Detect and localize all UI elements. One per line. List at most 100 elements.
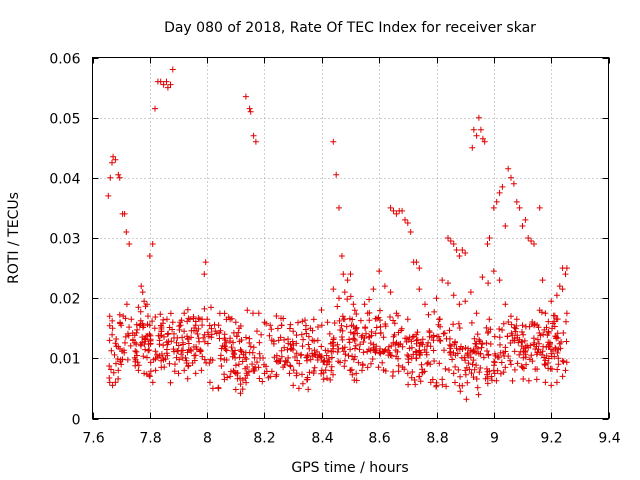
- data-point: [371, 347, 378, 354]
- data-point: [271, 354, 278, 361]
- data-point: [261, 361, 267, 368]
- data-point: [337, 359, 344, 366]
- x-tick-label: 9: [490, 431, 499, 447]
- data-point: [497, 341, 503, 348]
- data-point: [299, 343, 306, 350]
- data-point: [305, 386, 312, 393]
- data-point: [465, 352, 471, 359]
- data-point: [467, 289, 474, 296]
- data-point: [515, 339, 522, 346]
- data-point: [232, 319, 239, 326]
- data-point: [434, 333, 440, 340]
- data-point: [287, 345, 294, 352]
- data-point: [133, 348, 140, 355]
- data-point: [346, 339, 353, 346]
- data-point: [161, 364, 168, 371]
- data-point: [477, 350, 484, 357]
- data-point: [352, 353, 358, 360]
- data-point: [416, 373, 423, 380]
- data-point: [469, 144, 476, 151]
- data-point: [254, 359, 260, 366]
- data-point: [484, 241, 491, 247]
- data-point: [563, 265, 570, 272]
- data-point: [500, 349, 507, 356]
- data-point: [528, 238, 535, 244]
- data-point: [346, 315, 353, 322]
- data-point: [362, 325, 369, 332]
- data-point: [469, 348, 476, 355]
- data-point: [521, 337, 528, 344]
- data-point: [519, 364, 526, 371]
- data-point: [450, 292, 457, 299]
- data-point: [391, 320, 398, 327]
- data-point: [244, 307, 251, 314]
- data-point: [405, 353, 412, 360]
- data-point: [441, 347, 447, 354]
- data-point: [363, 330, 369, 337]
- data-point: [309, 327, 316, 334]
- data-point: [399, 343, 406, 350]
- data-point: [553, 379, 560, 386]
- data-point: [529, 358, 536, 365]
- data-point: [381, 283, 388, 290]
- data-point: [488, 373, 495, 380]
- data-point: [483, 365, 490, 372]
- data-point: [541, 326, 548, 333]
- data-point: [120, 313, 127, 320]
- data-point: [505, 319, 512, 325]
- data-point: [217, 355, 224, 362]
- data-point: [125, 332, 132, 339]
- data-point: [511, 366, 518, 373]
- data-point: [470, 126, 477, 133]
- data-point: [109, 382, 116, 389]
- data-point: [452, 363, 459, 370]
- data-point: [436, 360, 443, 367]
- data-point: [164, 341, 171, 348]
- data-point: [123, 229, 130, 235]
- data-point: [298, 331, 305, 338]
- data-point: [462, 250, 469, 256]
- data-point: [335, 345, 342, 352]
- data-point: [404, 352, 411, 358]
- data-point: [554, 330, 561, 337]
- data-point: [179, 355, 186, 361]
- data-point: [243, 334, 249, 341]
- data-point: [237, 381, 244, 388]
- data-point: [347, 329, 354, 336]
- data-point: [106, 363, 113, 369]
- data-point: [185, 336, 191, 343]
- data-point: [536, 330, 543, 336]
- data-point: [110, 369, 117, 376]
- data-point: [470, 357, 477, 364]
- data-point: [295, 385, 302, 392]
- data-point: [352, 342, 359, 349]
- data-point: [418, 340, 424, 347]
- data-point: [293, 350, 300, 357]
- data-point: [473, 376, 480, 382]
- data-point: [307, 356, 314, 363]
- data-point: [418, 361, 425, 368]
- data-point: [419, 336, 426, 343]
- data-point: [144, 321, 151, 328]
- data-point: [500, 369, 507, 376]
- data-point: [163, 78, 170, 85]
- data-point: [208, 334, 215, 341]
- ticks: 7.6 7.8 8 8.2 8.4 8.6 8.8 9 9.2 9.4 0 0.01 0.02 0.03 0…: [49, 52, 620, 447]
- data-point: [305, 341, 312, 348]
- data-point: [255, 364, 262, 371]
- data-point: [112, 156, 119, 163]
- data-point: [379, 348, 386, 355]
- data-point: [273, 313, 280, 319]
- data-point: [404, 220, 411, 226]
- data-point: [197, 346, 204, 353]
- data-point: [491, 333, 498, 340]
- data-point: [310, 368, 317, 374]
- data-point: [199, 322, 206, 329]
- data-point: [344, 277, 351, 284]
- data-point: [287, 362, 293, 369]
- data-point: [328, 363, 335, 370]
- x-tick-label: 8.2: [253, 431, 275, 447]
- data-point: [398, 327, 405, 334]
- data-point: [318, 370, 325, 377]
